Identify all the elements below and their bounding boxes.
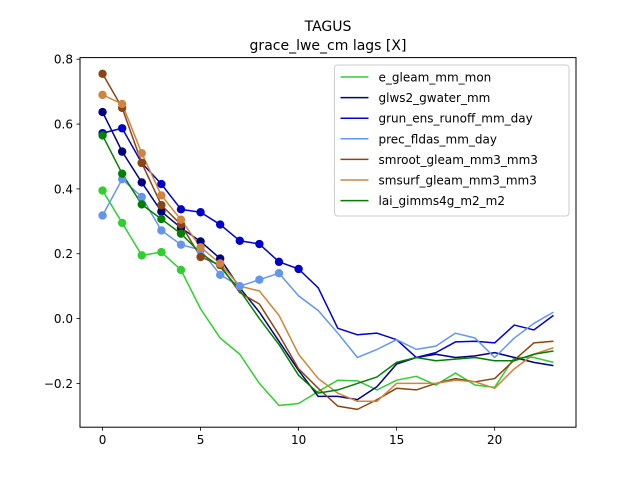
data-point-smroot_gleam_mm3_mm3 [137, 158, 146, 168]
data-point-prec_fldas_mm_day [98, 211, 107, 220]
data-point-e_gleam_mm_mon [157, 247, 166, 257]
y-tick-label: 0.4 [54, 182, 73, 196]
data-point-lai_gimms4g_m2_m2 [117, 169, 127, 178]
legend: e_gleam_mm_mon glws2_gwater_mm grun_ens_ru… [334, 64, 570, 217]
data-point-smsurf_gleam_mm3_mm3 [117, 99, 127, 109]
data-point-lai_gimms4g_m2_m2 [98, 131, 107, 140]
data-point-grun_ens_runoff_mm_day [176, 205, 186, 214]
data-point-prec_fldas_mm_day [235, 281, 244, 291]
data-point-grun_ens_runoff_mm_day [274, 257, 284, 267]
x-tick-label: 20 [487, 433, 502, 447]
data-point-smsurf_gleam_mm3_mm3 [176, 215, 186, 224]
data-point-prec_fldas_mm_day [137, 192, 146, 202]
data-point-grun_ens_runoff_mm_day [157, 179, 166, 189]
legend-box [334, 64, 570, 217]
data-point-glws2_gwater_mm [117, 147, 127, 156]
data-point-e_gleam_mm_mon [117, 218, 127, 228]
data-point-lai_gimms4g_m2_m2 [176, 229, 186, 238]
legend-label: grun_ens_runoff_mm_day [379, 112, 533, 126]
series-line-smsurf_gleam_mm3_mm3 [102, 94, 554, 403]
data-point-grun_ens_runoff_mm_day [235, 236, 244, 245]
data-point-lai_gimms4g_m2_m2 [137, 200, 146, 209]
data-point-e_gleam_mm_mon [137, 251, 146, 260]
x-tick-label: 15 [389, 433, 404, 447]
legend-label: lai_gimms4g_m2_m2 [379, 194, 506, 208]
x-tick-label: 5 [197, 433, 205, 447]
data-point-glws2_gwater_mm [137, 178, 146, 187]
data-point-prec_fldas_mm_day [215, 270, 225, 280]
y-tick-label: 0.6 [54, 118, 73, 132]
y-tick-label: 0.0 [54, 312, 73, 326]
data-point-grun_ens_runoff_mm_day [215, 220, 225, 229]
data-point-prec_fldas_mm_day [157, 226, 166, 235]
legend-label: smroot_gleam_mm3_mm3 [379, 153, 538, 167]
data-point-smsurf_gleam_mm3_mm3 [137, 149, 146, 158]
legend-label: smsurf_gleam_mm3_mm3 [379, 174, 537, 188]
data-point-glws2_gwater_mm [157, 207, 166, 216]
data-point-smroot_gleam_mm3_mm3 [157, 200, 166, 210]
data-point-smsurf_gleam_mm3_mm3 [98, 90, 107, 100]
data-point-prec_fldas_mm_day [176, 240, 186, 249]
data-point-prec_fldas_mm_day [274, 269, 284, 278]
data-point-grun_ens_runoff_mm_day [255, 239, 264, 249]
data-point-e_gleam_mm_mon [176, 265, 186, 275]
data-point-smsurf_gleam_mm3_mm3 [215, 259, 225, 268]
data-point-prec_fldas_mm_day [255, 275, 264, 284]
data-point-e_gleam_mm_mon [98, 186, 107, 195]
data-point-glws2_gwater_mm [98, 107, 107, 117]
x-axis: 0 5 10 15 20 [99, 427, 502, 447]
y-tick-label: 0.2 [54, 247, 73, 261]
data-point-smsurf_gleam_mm3_mm3 [196, 243, 205, 252]
axes-frame [79, 57, 577, 428]
data-point-smsurf_gleam_mm3_mm3 [157, 191, 166, 200]
legend-label: glws2_gwater_mm [379, 91, 491, 105]
data-point-grun_ens_runoff_mm_day [294, 264, 303, 274]
plot-area [98, 69, 554, 411]
data-point-grun_ens_runoff_mm_day [117, 124, 127, 133]
data-point-smroot_gleam_mm3_mm3 [98, 69, 107, 79]
x-tick-label: 0 [99, 433, 107, 447]
legend-label: prec_fldas_mm_day [379, 132, 498, 146]
data-point-smroot_gleam_mm3_mm3 [196, 252, 205, 262]
data-point-glws2_gwater_mm [196, 237, 205, 246]
x-tick-label: 10 [291, 433, 306, 447]
y-tick-label: −0.2 [44, 377, 73, 391]
y-axis: −0.2 0.0 0.2 0.4 0.6 0.8 [44, 53, 80, 391]
chart-title: TAGUS [304, 19, 352, 35]
chart-subtitle: grace_lwe_cm lags [X] [250, 38, 407, 54]
legend-label: e_gleam_mm_mon [379, 71, 492, 85]
data-point-lai_gimms4g_m2_m2 [157, 214, 166, 224]
data-point-grun_ens_runoff_mm_day [196, 208, 205, 217]
y-tick-label: 0.8 [54, 53, 73, 67]
